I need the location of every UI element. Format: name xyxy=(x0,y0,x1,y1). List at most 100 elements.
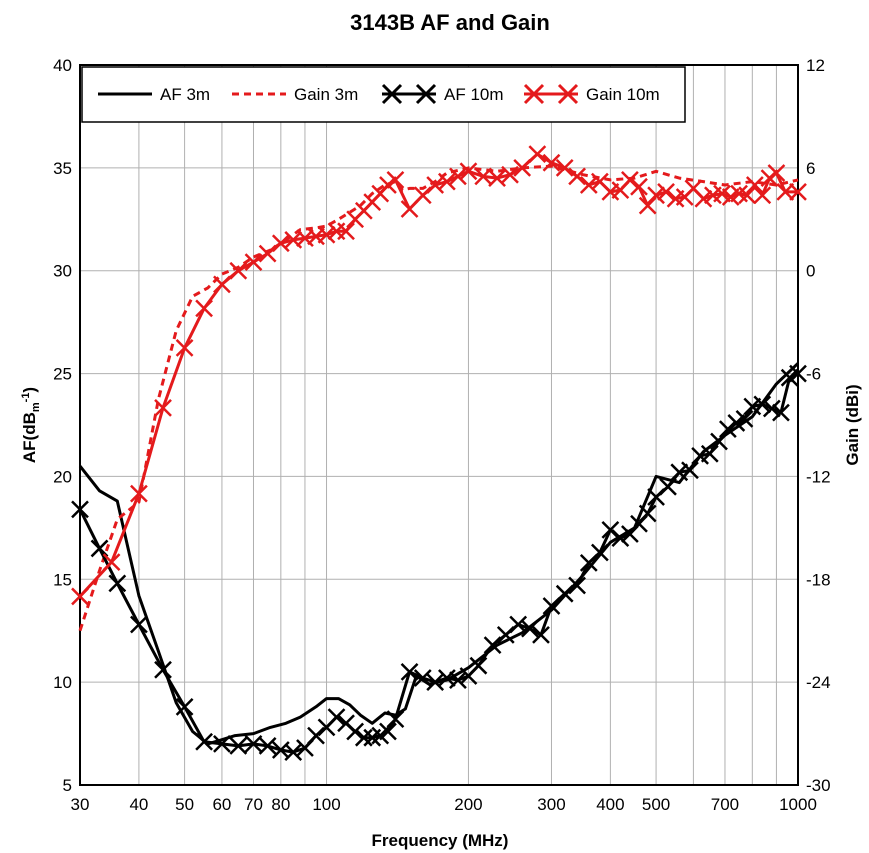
data-point-gain-10m xyxy=(647,186,665,205)
legend-entry-gain-3m: Gain 3m xyxy=(232,85,358,104)
data-point-af-10m xyxy=(753,395,772,414)
legend-label: Gain 10m xyxy=(586,85,660,104)
data-point-af-10m xyxy=(354,728,373,747)
data-point-af-10m xyxy=(780,368,799,387)
y-left-tick-label: 25 xyxy=(53,365,72,384)
data-point-gain-10m xyxy=(767,164,786,182)
data-point-af-10m xyxy=(590,543,609,562)
x-tick-label: 300 xyxy=(537,795,565,814)
data-point-af-10m xyxy=(71,500,89,519)
data-point-gain-10m xyxy=(657,182,675,201)
x-tick-label: 500 xyxy=(642,795,670,814)
x-tick-label: 60 xyxy=(212,795,231,814)
data-point-gain-10m xyxy=(579,176,598,194)
data-point-af-10m xyxy=(509,615,528,634)
data-point-af-10m xyxy=(772,403,790,422)
x-tick-label: 70 xyxy=(244,795,263,814)
data-point-gain-10m xyxy=(337,222,355,241)
data-point-gain-10m xyxy=(501,165,519,184)
data-point-gain-10m xyxy=(154,398,172,417)
data-point-af-10m xyxy=(659,477,677,496)
x-tick-label: 30 xyxy=(71,795,90,814)
data-point-af-10m xyxy=(483,636,502,654)
data-point-gain-10m xyxy=(513,158,532,177)
x-tick-label: 700 xyxy=(711,795,739,814)
y-left-tick-label: 5 xyxy=(63,776,72,795)
series-line-gain-10m xyxy=(78,152,798,598)
y-right-tick-label: -12 xyxy=(806,467,831,486)
x-tick-label: 50 xyxy=(175,795,194,814)
data-point-af-10m xyxy=(229,737,248,755)
data-point-gain-10m xyxy=(413,186,432,205)
data-point-gain-10m xyxy=(213,275,231,294)
x-tick-label: 40 xyxy=(129,795,148,814)
data-point-af-10m xyxy=(426,673,445,692)
series-af-10m xyxy=(71,364,807,761)
data-point-af-10m xyxy=(154,660,172,679)
data-point-af-10m xyxy=(175,697,194,716)
x-tick-label: 1000 xyxy=(779,795,817,814)
legend-entry-af-3m: AF 3m xyxy=(98,85,210,104)
data-point-gain-10m xyxy=(488,169,506,188)
data-point-gain-10m xyxy=(229,261,248,280)
y-left-axis-label-sup: -1 xyxy=(20,393,32,403)
data-point-af-10m xyxy=(762,399,781,418)
data-point-af-10m xyxy=(555,584,574,603)
y-right-tick-label: -18 xyxy=(806,570,831,589)
y-left-axis-label-main: AF(dB xyxy=(20,412,39,463)
data-point-gain-10m xyxy=(449,167,467,186)
y-right-axis-label: Gain (dBi) xyxy=(843,384,862,465)
data-point-gain-10m xyxy=(753,186,772,205)
data-point-gain-10m xyxy=(386,170,405,189)
chart-title: 3143B AF and Gain xyxy=(350,10,550,35)
legend-marker xyxy=(523,83,545,105)
data-point-gain-10m xyxy=(528,145,547,164)
data-point-af-10m xyxy=(413,669,432,687)
data-point-af-10m xyxy=(638,504,657,523)
data-point-af-10m xyxy=(195,732,213,751)
legend-label: AF 10m xyxy=(444,85,504,104)
data-point-af-10m xyxy=(108,574,127,593)
series-line-gain-3m xyxy=(78,164,799,632)
data-point-af-10m xyxy=(130,615,148,634)
legend-label: Gain 3m xyxy=(294,85,358,104)
series-layer xyxy=(71,145,807,761)
data-point-gain-10m xyxy=(130,484,148,503)
data-point-af-10m xyxy=(670,463,689,482)
legend-marker xyxy=(381,83,403,105)
data-point-gain-10m xyxy=(738,186,757,205)
data-point-gain-10m xyxy=(195,299,213,318)
x-tick-label: 80 xyxy=(271,795,290,814)
data-point-af-10m xyxy=(789,364,807,383)
data-point-af-10m xyxy=(307,726,325,745)
data-point-gain-10m xyxy=(379,176,397,194)
data-point-gain-10m xyxy=(426,176,445,194)
y-left-tick-label: 20 xyxy=(53,467,72,486)
y-left-axis-label: AF(dBm-1) xyxy=(20,387,42,463)
data-point-af-10m xyxy=(496,625,515,644)
data-point-gain-10m xyxy=(244,253,263,272)
legend-entry-gain-10m: Gain 10m xyxy=(523,83,660,105)
data-point-gain-10m xyxy=(459,162,478,181)
y-right-tick-label: 12 xyxy=(806,56,825,75)
y-left-axis-label-sub: m xyxy=(30,402,42,412)
data-point-gain-10m xyxy=(789,182,807,201)
data-point-gain-10m xyxy=(776,182,795,201)
x-tick-label: 200 xyxy=(454,795,482,814)
series-gain-3m xyxy=(78,164,799,632)
data-point-af-10m xyxy=(521,619,539,638)
data-point-af-10m xyxy=(386,710,405,729)
data-point-gain-10m xyxy=(317,225,336,244)
data-point-af-10m xyxy=(284,743,303,761)
y-left-tick-label: 30 xyxy=(53,262,72,281)
plot-frame xyxy=(79,64,799,786)
data-point-af-10m xyxy=(400,662,419,681)
data-point-gain-10m xyxy=(71,587,89,606)
y-left-tick-label: 15 xyxy=(53,570,72,589)
data-point-af-10m xyxy=(710,432,728,451)
series-line-af-10m xyxy=(78,372,799,754)
x-tick-label: 400 xyxy=(596,795,624,814)
y-right-tick-label: -6 xyxy=(806,365,821,384)
data-point-gain-10m xyxy=(694,189,713,208)
